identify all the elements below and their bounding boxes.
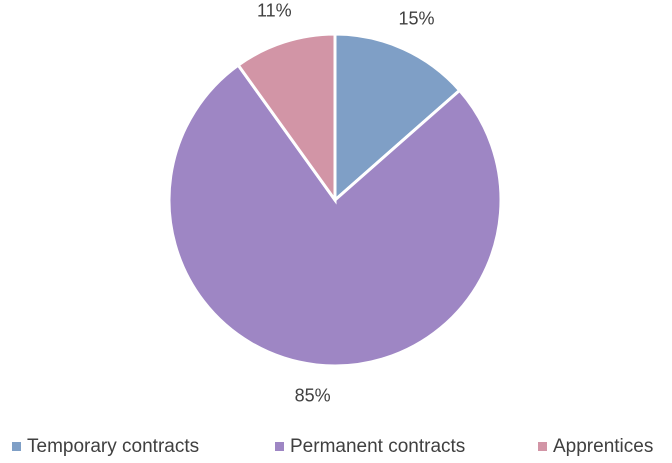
- data-label: 11%: [257, 0, 292, 20]
- legend-swatch: [275, 442, 284, 451]
- pie-slice: [167, 63, 503, 368]
- data-label: 15%: [399, 8, 435, 28]
- legend-label: Temporary contracts: [27, 436, 199, 457]
- pie-slice: [333, 32, 462, 204]
- legend-swatch: [12, 442, 21, 451]
- legend-swatch: [538, 442, 547, 451]
- pie-slice: [236, 32, 337, 205]
- legend-label: Permanent contracts: [290, 436, 465, 457]
- legend-label: Apprentices: [553, 436, 653, 457]
- data-label: 85%: [295, 385, 331, 405]
